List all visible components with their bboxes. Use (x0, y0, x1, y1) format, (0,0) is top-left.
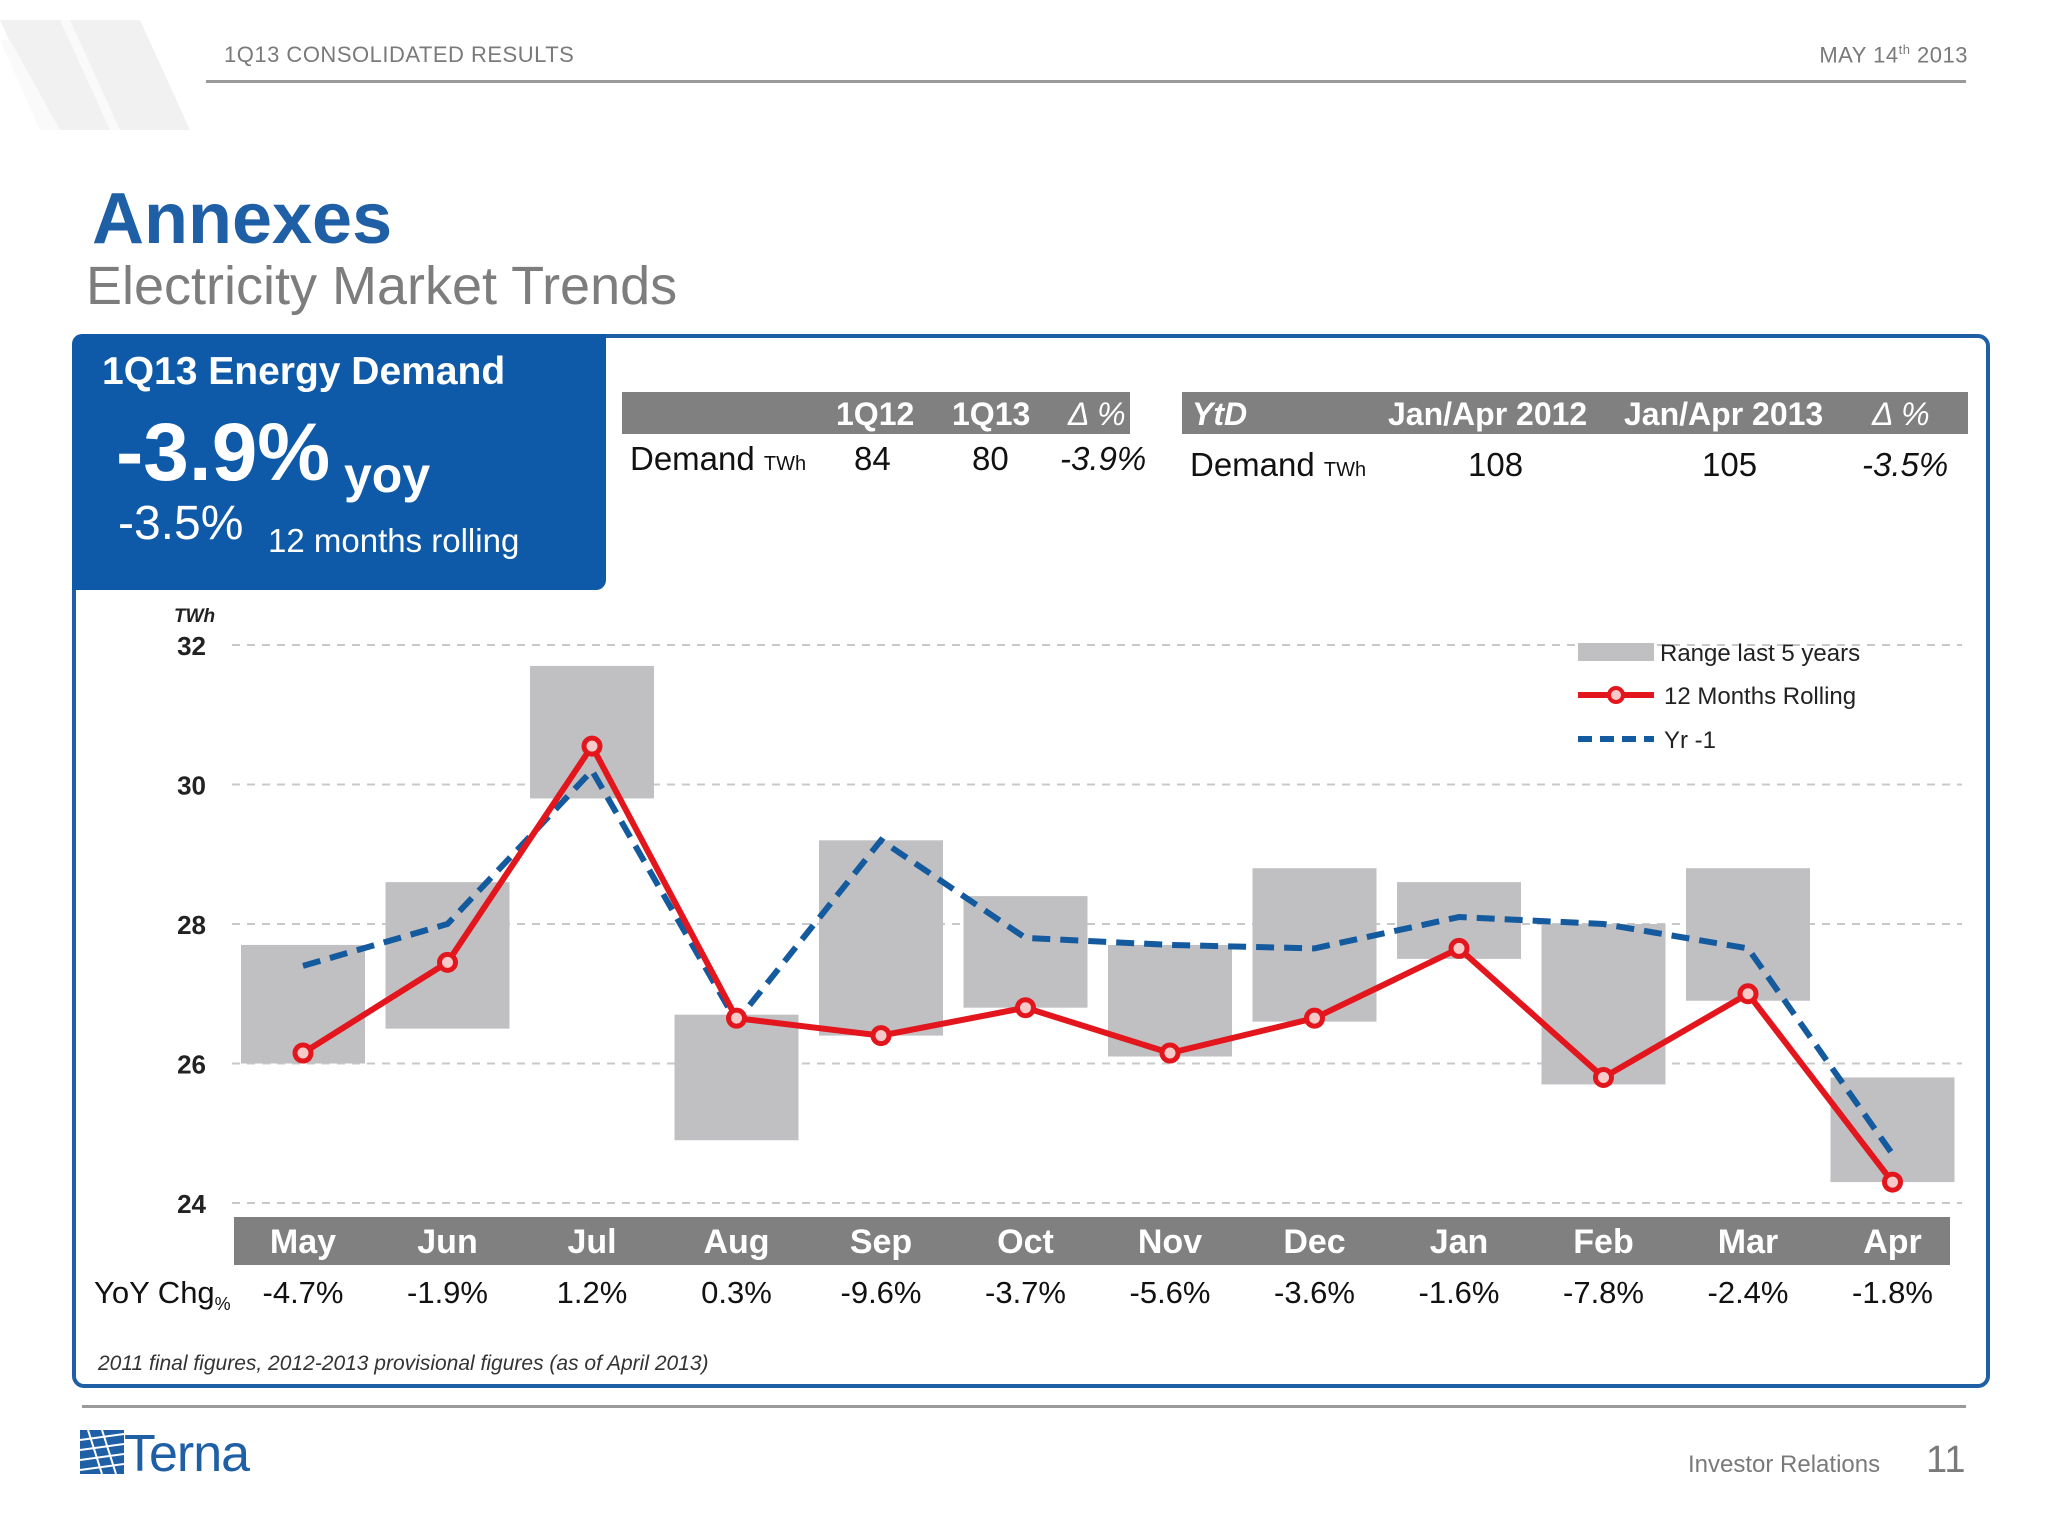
x-tick-label: Jan (1429, 1223, 1489, 1261)
x-tick-label: Jun (417, 1223, 478, 1261)
ytd-header-2012: Jan/Apr 2012 (1388, 396, 1588, 432)
quarter-row-label: Demand TWh (630, 440, 807, 477)
x-tick-label: Dec (1283, 1223, 1346, 1261)
legend-swatch-range (1578, 643, 1654, 661)
x-tick-label: May (269, 1223, 337, 1261)
ytd-value-delta: -3.5% (1862, 446, 1949, 483)
ytd-header-label: YtD (1192, 396, 1248, 432)
summary-rolling-label: 12 months rolling (268, 522, 520, 559)
summary-title: 1Q13 Energy Demand (102, 350, 506, 393)
yoy-value: -4.7% (262, 1275, 344, 1310)
range-bar (963, 896, 1088, 1008)
x-tick-label: Oct (997, 1223, 1054, 1261)
ytd-value-2013: 105 (1702, 446, 1758, 483)
series-line-yr-minus-1 (302, 765, 1895, 1156)
yoy-value: -7.8% (1563, 1275, 1644, 1310)
yoy-value: -2.4% (1707, 1275, 1789, 1310)
header-divider (206, 80, 1966, 83)
y-tick-label: 28 (177, 910, 206, 940)
page-title: Annexes (92, 179, 393, 259)
month-axis-bar: May Jun Jul Aug Sep Oct Nov Dec Jan Feb Mar Apr (234, 1217, 1950, 1265)
rolling-point (1159, 1042, 1181, 1064)
y-tick-label: 24 (177, 1189, 206, 1219)
x-tick-label: Nov (1137, 1223, 1203, 1261)
legend-label-range: Range last 5 years (1660, 640, 1860, 667)
header-date: MAY 14th 2013 (1819, 42, 1968, 68)
series-line-12-months-rolling (301, 740, 1895, 1184)
page-number: 11 (1926, 1439, 1966, 1481)
ytd-table-header: YtD Jan/Apr 2012 Jan/Apr 2013 Δ % (1182, 392, 1968, 434)
summary-rolling-value: -3.5% (118, 497, 244, 550)
yoy-value: -1.9% (407, 1275, 488, 1310)
x-tick-label: Sep (849, 1223, 913, 1261)
rolling-point (1015, 997, 1036, 1019)
y-axis-label: TWh (174, 606, 215, 627)
x-tick-label: Mar (1717, 1223, 1779, 1261)
header-report-title: 1Q13 CONSOLIDATED RESULTS (224, 42, 575, 67)
yoy-value: 1.2% (556, 1275, 628, 1310)
legend-marker-rolling (1607, 686, 1625, 704)
ytd-row-label: Demand TWh (1190, 446, 1367, 483)
yoy-label: YoY Chg% (94, 1275, 231, 1315)
y-tick-label: 30 (177, 771, 206, 801)
quarter-header-1q13: 1Q13 (952, 396, 1031, 432)
x-tick-label: Feb (1573, 1223, 1634, 1261)
rolling-point (1304, 1007, 1325, 1029)
rolling-point (581, 735, 603, 757)
terna-logo-icon (80, 1430, 124, 1474)
terna-logo-text: Terna (124, 1425, 250, 1483)
footer-divider (82, 1405, 1966, 1408)
content-frame (72, 334, 1990, 1388)
rolling-point (726, 1007, 747, 1029)
ytd-header-2013: Jan/Apr 2013 (1624, 396, 1824, 432)
yoy-value: -1.6% (1418, 1275, 1500, 1310)
yoy-value: -9.6% (840, 1275, 922, 1310)
yoy-value: -1.8% (1852, 1275, 1933, 1310)
quarter-value-delta: -3.9% (1060, 440, 1147, 477)
ytd-table-row: Demand TWh 108 105 -3.5% (1182, 442, 1968, 492)
page-subtitle: Electricity Market Trends (86, 256, 678, 316)
ytd-header-delta: Δ % (1872, 396, 1930, 432)
rolling-point (292, 1042, 314, 1064)
summary-big-value: -3.9% (116, 407, 331, 498)
range-bar (819, 840, 943, 1036)
decorative-stripes (0, 20, 190, 130)
quarter-value-1q12: 84 (854, 440, 891, 477)
summary-box: 1Q13 Energy Demand -3.9% yoy -3.5% 12 mo… (72, 334, 606, 590)
yoy-value: 0.3% (701, 1275, 772, 1310)
x-tick-label: Aug (703, 1223, 770, 1261)
quarter-value-1q13: 80 (972, 440, 1009, 477)
range-bar (530, 665, 654, 799)
range-bar (674, 1014, 799, 1141)
ytd-value-2012: 108 (1468, 446, 1524, 483)
legend-label-yr-minus-1: Yr -1 (1664, 727, 1716, 754)
x-tick-label: Apr (1863, 1223, 1922, 1261)
footer-section: Investor Relations (1688, 1451, 1881, 1478)
range-bar (1686, 868, 1810, 1001)
quarter-header-1q12: 1Q12 (836, 396, 915, 432)
rolling-point (1448, 937, 1470, 959)
rolling-point (1882, 1171, 1903, 1193)
yoy-value: -3.6% (1274, 1275, 1355, 1310)
quarter-table-row: Demand TWh 84 80 -3.9% (622, 436, 1146, 486)
quarter-header-delta: Δ % (1068, 396, 1126, 432)
rolling-point (437, 951, 458, 973)
y-tick-label: 26 (177, 1050, 206, 1080)
rolling-point (870, 1025, 892, 1047)
legend-label-rolling: 12 Months Rolling (1664, 683, 1856, 710)
y-tick-label: 32 (177, 631, 206, 661)
quarter-table-header: 1Q12 1Q13 Δ % (622, 392, 1130, 434)
range-bar (1541, 924, 1666, 1085)
yoy-value: -5.6% (1129, 1275, 1211, 1310)
x-tick-label: Jul (567, 1223, 617, 1261)
footnote: 2011 final figures, 2012-2013 provisiona… (98, 1352, 709, 1375)
rolling-point (1593, 1066, 1614, 1088)
rolling-point (1737, 983, 1759, 1005)
yoy-value: -3.7% (985, 1275, 1066, 1310)
summary-big-label: yoy (344, 447, 431, 503)
